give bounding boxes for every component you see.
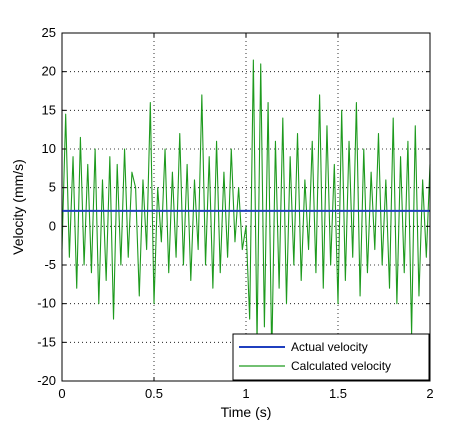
series-calculated-velocity-line bbox=[61, 59, 431, 359]
x-tick-label: 0 bbox=[58, 386, 65, 401]
y-tick-label: 0 bbox=[49, 218, 56, 233]
series-lines bbox=[61, 59, 431, 359]
x-axis-label: Time (s) bbox=[221, 404, 272, 420]
y-tick-label: -5 bbox=[44, 257, 56, 272]
y-tick-label: -20 bbox=[37, 373, 56, 388]
legend: Actual velocity Calculated velocity bbox=[232, 333, 430, 381]
y-tick-label: 5 bbox=[49, 180, 56, 195]
legend-label-actual: Actual velocity bbox=[291, 340, 368, 354]
y-axis-label: Velocity (mm/s) bbox=[10, 159, 26, 255]
y-tick-label: -15 bbox=[37, 334, 56, 349]
axis-ticks: 0 0.5 1 1.5 2 -20 -15 -10 -5 0 5 10 15 20 25 bbox=[37, 25, 433, 401]
plot-area bbox=[62, 33, 430, 381]
y-tick-label: 15 bbox=[42, 102, 56, 117]
y-tick-label: 10 bbox=[42, 141, 56, 156]
y-tick-label: 20 bbox=[42, 64, 56, 79]
x-tick-label: 0.5 bbox=[145, 386, 163, 401]
legend-box bbox=[232, 333, 430, 381]
y-tick-label: -10 bbox=[37, 296, 56, 311]
legend-label-calculated: Calculated velocity bbox=[291, 359, 391, 373]
x-tick-label: 2 bbox=[426, 386, 433, 401]
y-tick-label: 25 bbox=[42, 25, 56, 40]
x-tick-label: 1 bbox=[242, 386, 249, 401]
x-tick-label: 1.5 bbox=[329, 386, 347, 401]
